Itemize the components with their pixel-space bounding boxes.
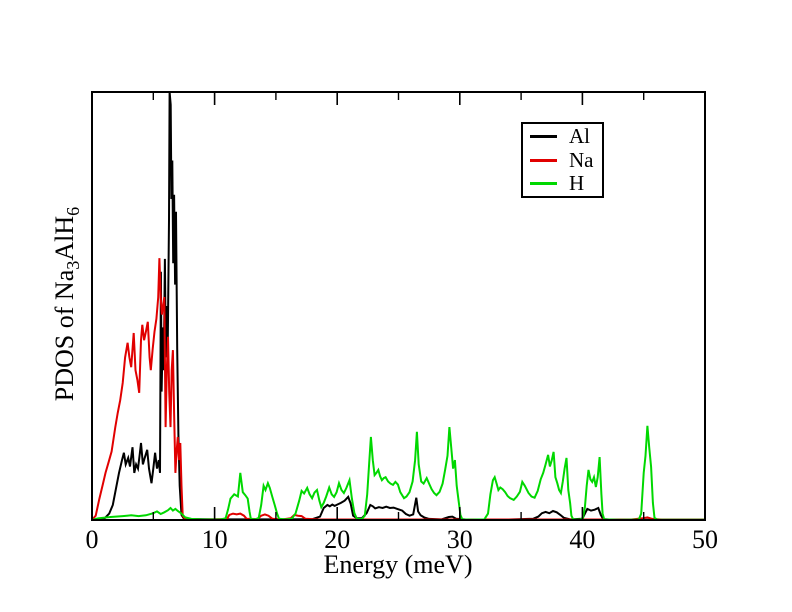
- y-axis-label-sub6: 6: [63, 206, 84, 216]
- x-tick-label-30: 30: [447, 525, 473, 554]
- curve-al: [91, 91, 705, 521]
- legend-label-h: H: [569, 170, 585, 195]
- legend-box: Al Na H: [521, 122, 604, 198]
- al-line-sample: [530, 135, 557, 139]
- legend-entry-al: Al: [523, 126, 602, 147]
- x-tick-label-10: 10: [202, 525, 228, 554]
- curve-h: [91, 425, 705, 521]
- x-axis-label: Energy (meV): [323, 550, 473, 579]
- x-tick-label-50: 50: [692, 525, 718, 554]
- x-tick-label-0: 0: [86, 525, 99, 554]
- legend-entry-na: Na: [523, 147, 602, 172]
- legend-label-al: Al: [569, 124, 590, 149]
- x-tick-label-40: 40: [569, 525, 595, 554]
- y-axis-label-main: PDOS of Na: [50, 269, 79, 402]
- x-tick-label-20: 20: [324, 525, 350, 554]
- y-axis-label-sub3: 3: [63, 260, 84, 270]
- legend-entry-h: H: [523, 170, 602, 195]
- y-axis-label-mid: AlH: [50, 215, 79, 261]
- na-line-sample: [530, 158, 557, 162]
- curve-na: [91, 258, 705, 521]
- legend-label-na: Na: [569, 147, 594, 172]
- y-axis-label: PDOS of Na3AlH6: [50, 104, 84, 504]
- h-line-sample: [530, 181, 557, 185]
- plot-frame: [91, 91, 706, 521]
